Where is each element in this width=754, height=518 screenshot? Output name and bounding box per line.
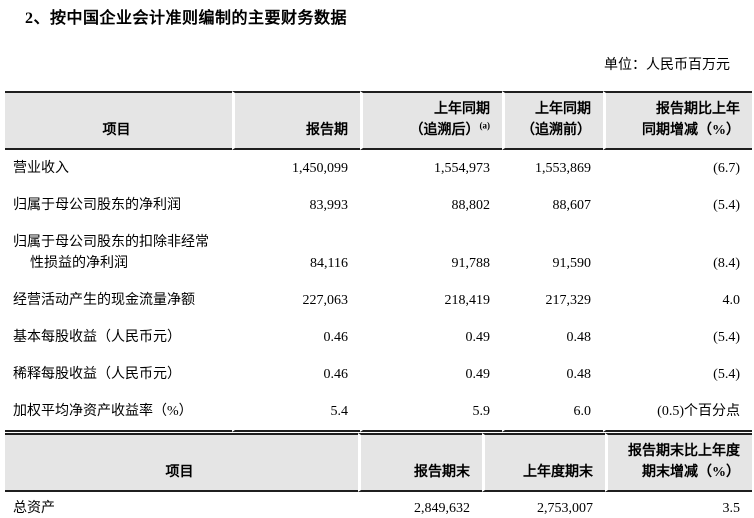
- balance-sheet-summary-table: 项目 报告期末 上年度期末 报告期末比上年度 期末增减（%） 总资产 2,849…: [5, 433, 752, 518]
- row-value: 217,329: [502, 282, 603, 319]
- footnote-marker-a: (a): [479, 120, 491, 131]
- table2-header-change: 报告期末比上年度 期末增减（%）: [605, 433, 752, 492]
- row-item-label: 基本每股收益（人民币元）: [5, 319, 232, 356]
- row-value: 0.49: [360, 356, 502, 393]
- financial-summary-table: 项目 报告期 上年同期 （追溯后）(a) 上年同期 （追溯前） 报告期比上年 同…: [5, 91, 752, 432]
- row-value: 0.46: [232, 319, 360, 356]
- row-value: 227,063: [232, 282, 360, 319]
- row-item-label: 归属于母公司股东的扣除非经常 性损益的净利润: [5, 224, 232, 282]
- row-value: (8.4): [603, 224, 752, 282]
- table-row: 基本每股收益（人民币元） 0.46 0.49 0.48 (5.4): [5, 319, 752, 356]
- row-value: 88,607: [502, 187, 603, 224]
- table2-header: 项目 报告期末 上年度期末 报告期末比上年度 期末增减（%）: [5, 433, 752, 492]
- table-row: 归属于母公司股东的净利润 83,993 88,802 88,607 (5.4): [5, 187, 752, 224]
- row-value: 1,450,099: [232, 150, 360, 187]
- row-value: 2,849,632: [358, 492, 482, 518]
- row-value: 1,553,869: [502, 150, 603, 187]
- row-value: 5.9: [360, 393, 502, 432]
- row-item-label: 经营活动产生的现金流量净额: [5, 282, 232, 319]
- row-value: 4.0: [603, 282, 752, 319]
- table2-header-prior-year-end: 上年度期末: [482, 433, 605, 492]
- row-value: (0.5)个百分点: [603, 393, 752, 432]
- row-value: 0.46: [232, 356, 360, 393]
- row-value: (5.4): [603, 187, 752, 224]
- row-item-label: 稀释每股收益（人民币元）: [5, 356, 232, 393]
- table-row: 稀释每股收益（人民币元） 0.46 0.49 0.48 (5.4): [5, 356, 752, 393]
- table1-header-change: 报告期比上年 同期增减（%）: [603, 91, 752, 150]
- table-row: 归属于母公司股东的扣除非经常 性损益的净利润 84,116 91,788 91,…: [5, 224, 752, 282]
- row-item-label: 归属于母公司股东的净利润: [5, 187, 232, 224]
- row-value: 6.0: [502, 393, 603, 432]
- row-value: 3.5: [605, 492, 752, 518]
- row-value: 0.48: [502, 319, 603, 356]
- row-value: 83,993: [232, 187, 360, 224]
- table1-header-item: 项目: [5, 91, 232, 150]
- row-value: 0.48: [502, 356, 603, 393]
- row-value: 91,590: [502, 224, 603, 282]
- row-item-label: 总资产: [5, 492, 358, 518]
- row-value: 88,802: [360, 187, 502, 224]
- row-value: (5.4): [603, 319, 752, 356]
- table-row: 经营活动产生的现金流量净额 227,063 218,419 217,329 4.…: [5, 282, 752, 319]
- table-row: 营业收入 1,450,099 1,554,973 1,553,869 (6.7): [5, 150, 752, 187]
- row-value: (6.7): [603, 150, 752, 187]
- row-value: 84,116: [232, 224, 360, 282]
- row-value: 1,554,973: [360, 150, 502, 187]
- row-item-label: 营业收入: [5, 150, 232, 187]
- section-title: 2、按中国企业会计准则编制的主要财务数据: [25, 10, 348, 27]
- table-row: 总资产 2,849,632 2,753,007 3.5: [5, 492, 752, 518]
- table2-header-period-end: 报告期末: [358, 433, 482, 492]
- row-value: 218,419: [360, 282, 502, 319]
- row-value: (5.4): [603, 356, 752, 393]
- table1-header-prior-original: 上年同期 （追溯前）: [502, 91, 603, 150]
- row-value: 0.49: [360, 319, 502, 356]
- row-value: 5.4: [232, 393, 360, 432]
- table-row: 加权平均净资产收益率（%） 5.4 5.9 6.0 (0.5)个百分点: [5, 393, 752, 432]
- unit-label: 单位：人民币百万元: [604, 58, 730, 73]
- table1-header-reporting-period: 报告期: [232, 91, 360, 150]
- table1-header-prior-restated: 上年同期 （追溯后）(a): [360, 91, 502, 150]
- row-item-label: 加权平均净资产收益率（%）: [5, 393, 232, 432]
- row-value: 91,788: [360, 224, 502, 282]
- table2-header-item: 项目: [5, 433, 358, 492]
- row-value: 2,753,007: [482, 492, 605, 518]
- table1-header: 项目 报告期 上年同期 （追溯后）(a) 上年同期 （追溯前） 报告期比上年 同…: [5, 91, 752, 150]
